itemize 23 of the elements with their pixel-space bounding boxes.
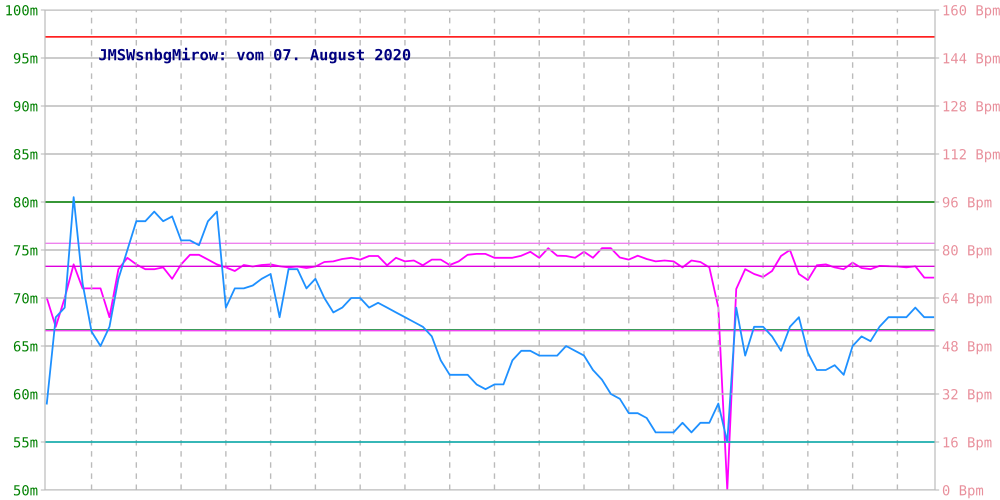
y-tick-label: 90m: [14, 101, 38, 112]
y2-tick-label: 144 Bpm: [944, 53, 1000, 66]
y-tick-label: 80m: [14, 197, 38, 208]
text: JMSWsnbgMirow: vom 07. August 2020: [99, 48, 410, 64]
y-tick-label: 60m: [14, 389, 38, 400]
y-tick-label: 55m: [14, 437, 38, 448]
y2-tick-label: 80 Bpm: [942, 245, 992, 258]
y2-tick-label: 32 Bpm: [942, 389, 992, 402]
y2-tick-label: 96 Bpm: [942, 197, 992, 210]
y2-tick-label: 64 Bpm: [942, 293, 992, 306]
y-tick-label: 85m: [14, 149, 38, 160]
y-tick-label: 95m: [14, 53, 38, 64]
y2-tick-label: 160 Bpm: [944, 5, 1000, 18]
y2-tick-label: 0 Bpm: [942, 485, 984, 498]
y-tick-label: 70m: [14, 293, 38, 304]
y2-tick-label: 48 Bpm: [942, 341, 992, 354]
y2-tick-label: 16 Bpm: [944, 437, 992, 450]
y-tick-label: 100m: [6, 5, 38, 16]
y-tick-label: 65m: [14, 341, 38, 352]
y2-tick-label: 128 Bpm: [944, 101, 1000, 114]
y2-tick-label: 112 Bpm: [944, 149, 1000, 162]
y-tick-label: 50m: [14, 485, 38, 496]
y-tick-label: 75m: [14, 245, 38, 256]
